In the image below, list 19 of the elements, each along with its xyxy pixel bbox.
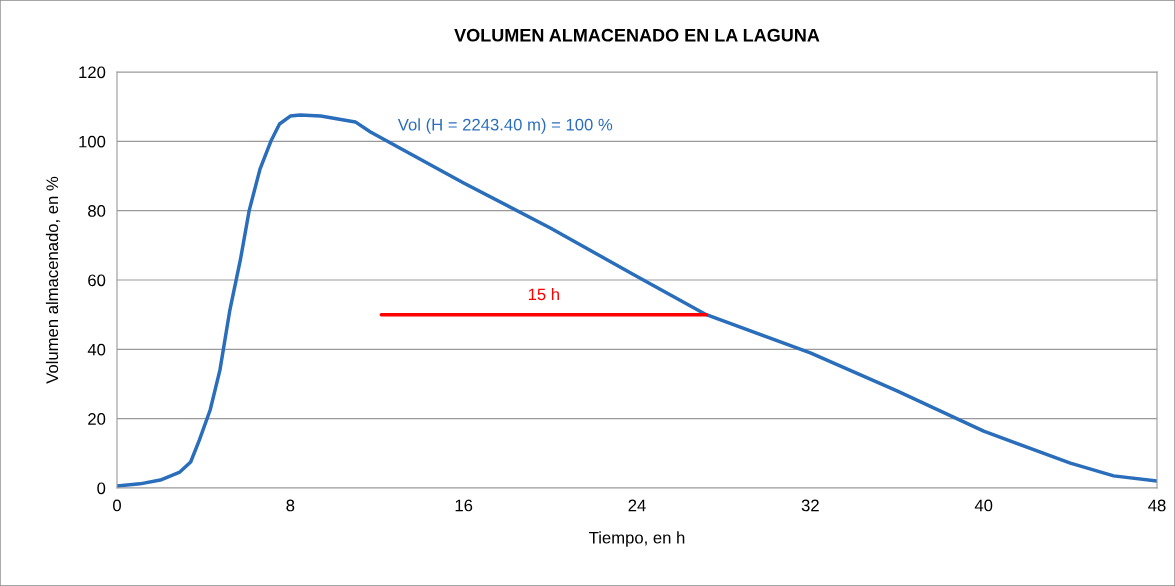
y-tick-label: 80 [88,205,106,217]
x-tick-label: 40 [974,499,993,512]
y-tick-label: 100 [79,135,106,148]
y-tick-label: 0 [97,482,106,495]
x-tick-label: 0 [113,499,121,512]
x-tick-label: 48 [1148,499,1166,512]
x-tick-label: 16 [455,499,473,512]
x-axis-title: Tiempo, en h [589,531,685,547]
chart-title: VOLUMEN ALMACENADO EN LA LAGUNA [454,28,820,42]
x-tick-label: 24 [628,499,646,512]
y-tick-label: 60 [88,274,106,287]
y-tick-label: 120 [79,66,106,79]
x-tick-label: 32 [801,499,819,512]
x-tick-label: 8 [286,499,295,512]
annotation: Vol (H = 2243.40 m) = 100 % [397,118,613,134]
y-tick-label: 40 [87,343,106,356]
annotation: 15 h [528,288,559,301]
y-tick-label: 20 [88,413,106,425]
y-axis-title: Volumen almacenado, en % [45,176,61,384]
